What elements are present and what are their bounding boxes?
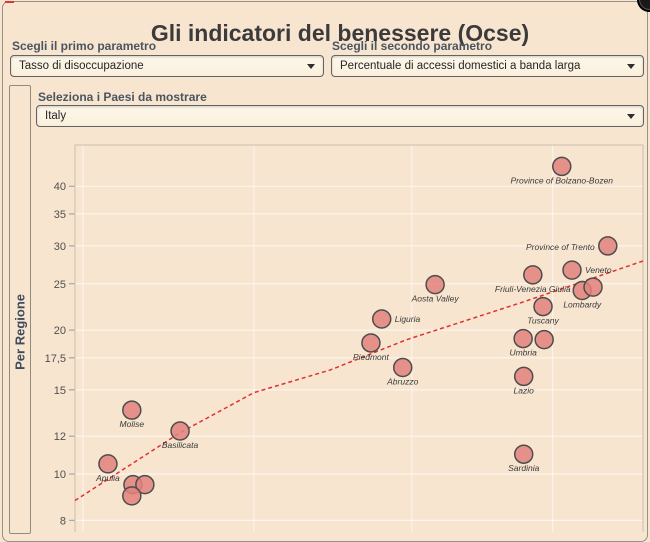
y-axis-panel-label: Per Regione: [12, 294, 28, 370]
data-point[interactable]: [513, 444, 534, 464]
data-point[interactable]: [122, 486, 142, 506]
data-point[interactable]: [533, 296, 553, 317]
data-point-label: Lombardy: [563, 300, 602, 310]
y-tick-label: 12: [54, 431, 66, 443]
second-param-select[interactable]: Percentuale di accessi domestici a banda…: [331, 55, 644, 77]
country-select-label: Seleziona i Paesi da mostrare: [38, 90, 207, 104]
data-point[interactable]: [598, 236, 618, 256]
data-point[interactable]: [513, 366, 534, 387]
data-point-label: Veneto: [585, 265, 612, 275]
y-tick-label: 30: [54, 241, 66, 253]
data-point-label: Umbria: [509, 348, 537, 358]
data-point[interactable]: [392, 357, 413, 378]
chevron-down-icon: [627, 113, 635, 119]
data-point-label: Province of Trento: [526, 242, 595, 252]
y-tick-label: 20: [54, 325, 66, 337]
trend-line: [74, 260, 644, 502]
data-point[interactable]: [371, 309, 392, 329]
data-point-label: Aosta Valley: [411, 294, 460, 304]
data-point[interactable]: [361, 333, 381, 353]
data-point-label: Liguria: [395, 314, 421, 324]
data-point-label: Sardinia: [508, 463, 539, 473]
data-point[interactable]: [425, 274, 445, 295]
y-tick-label: 35: [54, 209, 66, 221]
y-tick-label: 15: [54, 385, 66, 397]
second-param-label: Scegli il secondo parametro: [332, 39, 493, 53]
country-select-value: Italy: [45, 110, 67, 122]
y-axis-panel: Per Regione: [9, 85, 31, 534]
country-select[interactable]: Italy: [36, 105, 644, 127]
data-point-label: Basilicata: [162, 440, 199, 450]
corner-accent: [5, 1, 14, 3]
chevron-down-icon: [307, 63, 315, 69]
data-point[interactable]: [170, 421, 190, 441]
y-tick-label: 25: [54, 279, 66, 291]
y-tick-label: 8: [60, 515, 66, 527]
data-point[interactable]: [513, 328, 533, 349]
page-title: Gli indicatori del benessere (Ocse): [150, 20, 530, 47]
data-point[interactable]: [562, 260, 582, 280]
y-tick-label: 10: [54, 469, 66, 481]
data-point[interactable]: [135, 474, 155, 495]
data-point-label: Province of Bolzano-Bozen: [511, 175, 614, 185]
first-param-select[interactable]: Tasso di disoccupazione: [10, 55, 324, 77]
data-point[interactable]: [552, 156, 572, 177]
y-tick-label: 17,5: [45, 353, 66, 365]
data-point-label: Friuli-Venezia Giulia: [495, 284, 571, 294]
data-point[interactable]: [523, 265, 543, 285]
data-point[interactable]: [98, 454, 118, 474]
data-point[interactable]: [534, 329, 554, 350]
y-tick-label: 40: [54, 181, 66, 193]
data-point[interactable]: [122, 400, 142, 420]
data-point-label: Molise: [120, 419, 145, 429]
chevron-down-icon: [627, 63, 635, 69]
data-point-label: Lazio: [514, 385, 535, 395]
data-point-label: Tuscany: [527, 316, 559, 326]
data-point-label: Piedmont: [353, 352, 390, 362]
second-param-value: Percentuale di accessi domestici a banda…: [340, 60, 581, 72]
data-point-label: Apulia: [95, 473, 120, 483]
first-param-label: Scegli il primo parametro: [12, 39, 157, 53]
plot-border: [74, 144, 644, 532]
data-point[interactable]: [583, 277, 603, 297]
first-param-value: Tasso di disoccupazione: [19, 60, 144, 72]
data-point-label: Abruzzo: [386, 377, 418, 387]
